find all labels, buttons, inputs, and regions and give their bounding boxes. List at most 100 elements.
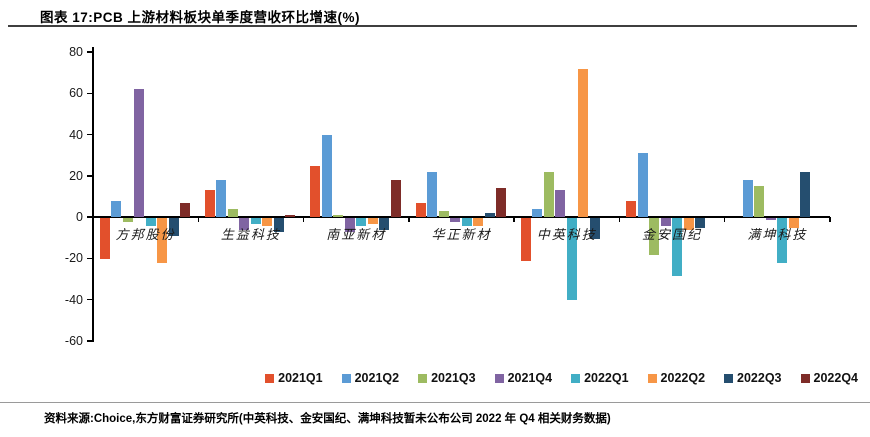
chart-legend: 2021Q1 2021Q2 2021Q3 2021Q4 2022Q1 2022Q2 2022… <box>0 371 858 385</box>
x-axis-tick <box>829 217 831 223</box>
legend-item-2022Q4: 2022Q4 <box>800 371 858 385</box>
legend-item-2021Q3: 2021Q3 <box>418 371 476 385</box>
bar-2021Q2-中英科技 <box>532 208 543 218</box>
footer-divider <box>0 402 870 403</box>
legend-item-2022Q2: 2022Q2 <box>647 371 706 385</box>
legend-swatch-icon <box>418 373 428 383</box>
legend-label: 2021Q3 <box>431 371 476 385</box>
y-axis-tick-label: -40 <box>64 292 83 307</box>
legend-swatch-icon <box>724 373 734 383</box>
bar-2021Q3-中英科技 <box>543 171 554 218</box>
bar-2021Q4-方邦股份 <box>134 89 145 218</box>
bar-2021Q1-华正新材 <box>415 202 426 218</box>
bar-2021Q3-金安国纪 <box>649 217 660 256</box>
legend-item-2022Q1: 2022Q1 <box>571 371 629 385</box>
bar-2022Q2-方邦股份 <box>157 217 168 264</box>
bar-2021Q1-南亚新材 <box>310 165 321 218</box>
bar-2021Q2-金安国纪 <box>637 153 648 218</box>
bar-2021Q4-金安国纪 <box>660 217 671 227</box>
legend-swatch-icon <box>341 373 351 383</box>
bar-2022Q2-满坤科技 <box>788 217 799 229</box>
bar-2021Q3-满坤科技 <box>754 186 765 218</box>
bar-2022Q4-方邦股份 <box>180 202 191 218</box>
legend-swatch-icon <box>265 373 275 383</box>
y-axis-tick <box>87 92 92 95</box>
bar-2021Q4-中英科技 <box>555 190 566 218</box>
bar-2021Q2-生益科技 <box>216 179 227 218</box>
bar-2021Q3-华正新材 <box>438 210 449 218</box>
category-label: 中英科技 <box>536 227 597 243</box>
category-label: 生益科技 <box>220 227 281 243</box>
category-label: 南亚新材 <box>326 227 387 243</box>
y-axis-tick <box>87 257 92 260</box>
bar-2022Q1-金安国纪 <box>672 217 683 276</box>
legend-swatch-icon <box>571 373 581 383</box>
bar-2022Q3-南亚新材 <box>379 217 390 231</box>
bar-2021Q3-方邦股份 <box>122 217 133 223</box>
title-underline <box>8 25 857 27</box>
y-axis-tick <box>87 51 92 53</box>
bar-2022Q1-方邦股份 <box>145 217 156 227</box>
category-label: 满坤科技 <box>747 227 808 243</box>
legend-swatch-icon <box>494 373 504 383</box>
bar-2022Q4-南亚新材 <box>390 179 401 218</box>
y-axis-tick <box>87 216 92 218</box>
category-label: 方邦股份 <box>115 227 176 243</box>
y-axis-tick-label: -20 <box>64 251 83 266</box>
bar-2022Q4-华正新材 <box>496 188 506 218</box>
legend-item-2021Q4: 2021Q4 <box>494 371 553 385</box>
bar-2021Q4-生益科技 <box>239 217 250 231</box>
y-axis-tick <box>87 340 92 342</box>
bar-2021Q2-满坤科技 <box>742 179 753 218</box>
x-axis-tick <box>723 217 726 223</box>
bar-2022Q1-生益科技 <box>250 217 261 225</box>
bar-2022Q3-满坤科技 <box>800 171 811 218</box>
bar-2021Q4-满坤科技 <box>765 217 776 220</box>
legend-label: 2022Q4 <box>813 371 858 385</box>
bar-2021Q2-方邦股份 <box>111 200 122 218</box>
bar-2022Q1-中英科技 <box>566 217 577 301</box>
chart-title: 图表 17:PCB 上游材料板块单季度营收环比增速(%) <box>40 10 361 25</box>
y-axis-tick-label: 20 <box>69 168 83 183</box>
y-axis-tick-label: 40 <box>69 127 83 142</box>
bar-2021Q2-华正新材 <box>427 171 437 218</box>
y-axis-tick <box>87 175 92 177</box>
legend-swatch-icon <box>800 373 810 383</box>
bar-2022Q2-金安国纪 <box>683 217 694 231</box>
x-axis-tick <box>92 217 94 223</box>
bar-2021Q1-方邦股份 <box>99 217 110 260</box>
bar-2022Q3-华正新材 <box>484 213 495 218</box>
legend-label: 2022Q3 <box>737 371 782 385</box>
bar-2022Q1-南亚新材 <box>356 217 367 227</box>
x-axis-baseline <box>93 216 830 218</box>
bar-2022Q1-满坤科技 <box>777 217 788 264</box>
bar-2022Q3-方邦股份 <box>168 217 179 237</box>
bar-2021Q3-生益科技 <box>227 208 238 218</box>
y-axis-tick <box>87 133 92 136</box>
x-axis-tick <box>513 217 515 223</box>
bar-2021Q4-南亚新材 <box>344 217 355 233</box>
y-axis-tick-label: -60 <box>64 334 83 348</box>
legend-label: 2022Q2 <box>660 371 706 385</box>
x-axis-tick <box>302 217 305 223</box>
bar-2022Q3-中英科技 <box>589 217 600 239</box>
x-axis-tick <box>408 217 410 223</box>
legend-swatch-icon <box>647 373 657 383</box>
bar-2021Q3-南亚新材 <box>333 215 344 218</box>
x-axis-tick <box>618 217 621 223</box>
y-axis-tick <box>87 298 92 301</box>
legend-label: 2021Q4 <box>507 371 553 385</box>
legend-label: 2021Q1 <box>278 371 323 385</box>
bar-2021Q2-南亚新材 <box>321 134 332 218</box>
bar-2022Q2-生益科技 <box>262 217 273 227</box>
y-axis-tick-label: 60 <box>69 86 83 101</box>
bar-2021Q4-华正新材 <box>450 217 460 223</box>
x-axis-tick <box>197 217 200 223</box>
bar-2022Q2-华正新材 <box>473 217 483 227</box>
legend-item-2022Q3: 2022Q3 <box>724 371 782 385</box>
category-label: 华正新材 <box>431 227 492 243</box>
bar-chart-plot-area: 80 60 40 20 0 -20 -40 -60 方邦股份 生益科技 南亚新材 华正新材 中英科技 金安… <box>65 46 831 347</box>
bar-2022Q3-生益科技 <box>273 217 284 233</box>
bar-2021Q1-金安国纪 <box>626 200 637 218</box>
